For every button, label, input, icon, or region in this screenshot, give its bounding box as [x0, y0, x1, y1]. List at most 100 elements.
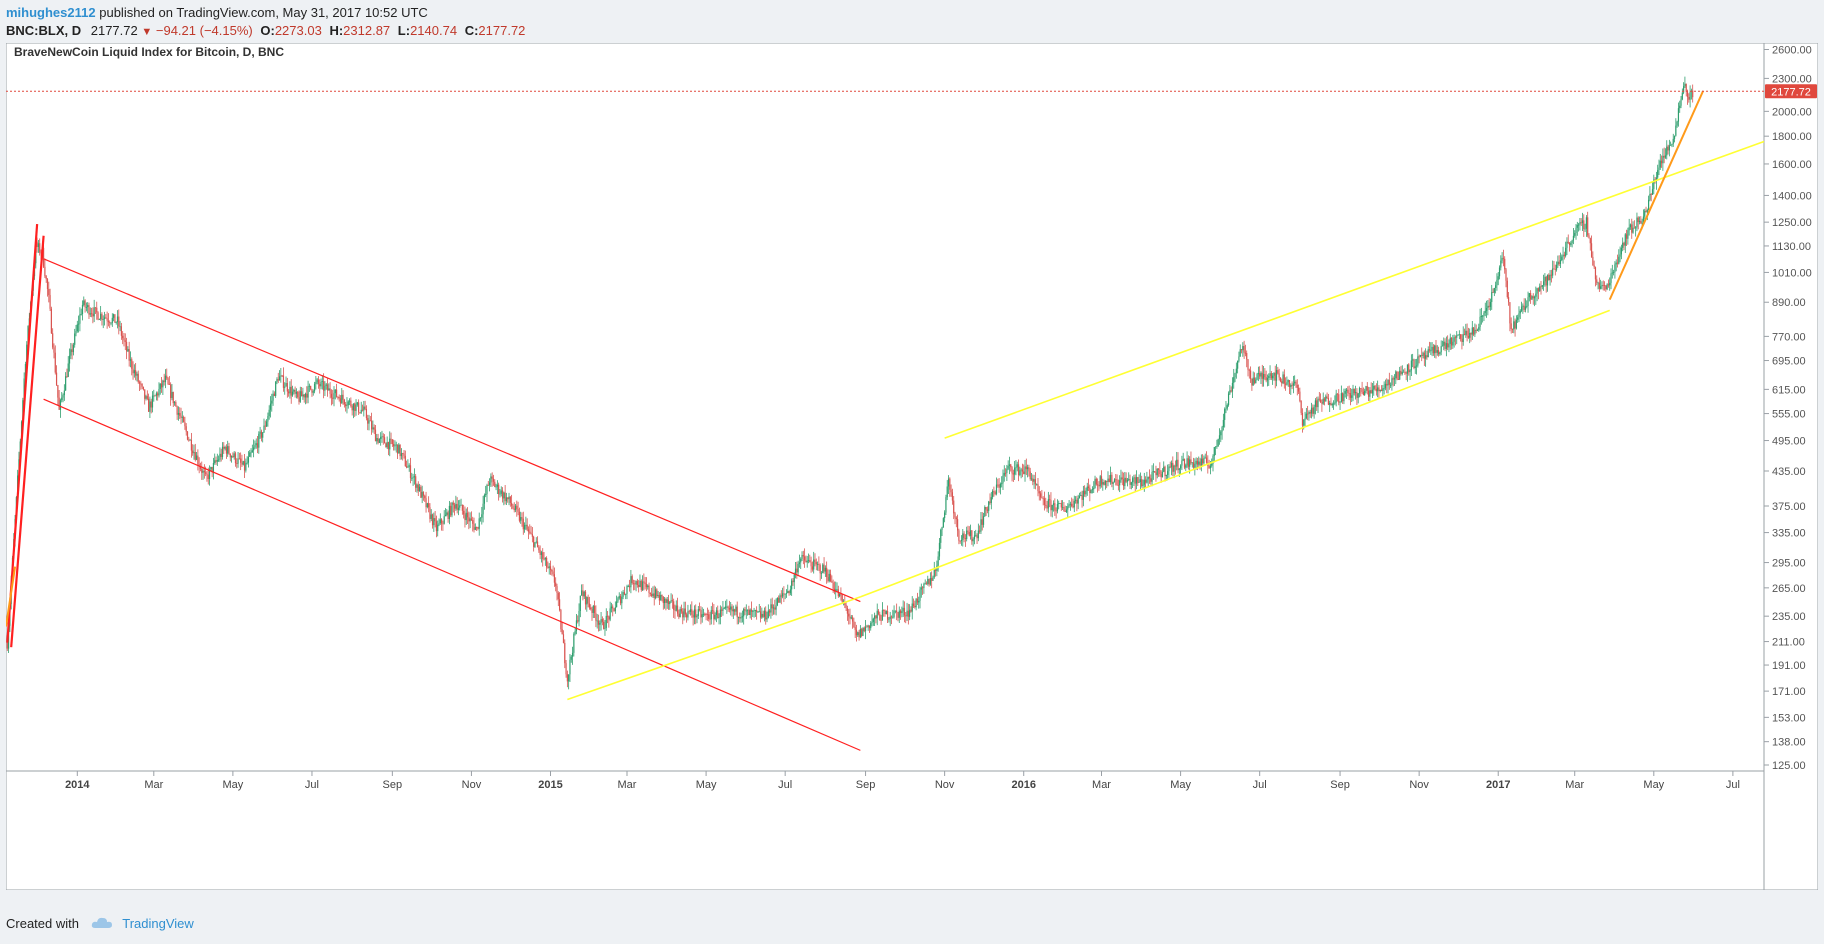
- candle-up: [1575, 227, 1577, 234]
- y-tick-label: 125.00: [1772, 760, 1806, 772]
- candle-up: [881, 610, 884, 621]
- candle-up: [1659, 160, 1661, 168]
- tradingview-link[interactable]: TradingView: [122, 916, 194, 931]
- candle-down: [323, 381, 325, 391]
- candle-down: [150, 401, 152, 408]
- candle-down: [211, 467, 213, 473]
- candle-down: [1202, 458, 1204, 464]
- candle-up: [1139, 479, 1142, 482]
- candle-up: [202, 470, 204, 473]
- candle-down: [472, 520, 474, 524]
- candle-up: [269, 403, 272, 410]
- candle-down: [517, 509, 519, 512]
- candle-down: [691, 609, 693, 615]
- candle-up: [1620, 247, 1622, 255]
- candle-up: [1014, 467, 1016, 475]
- price-chart[interactable]: 125.00 138.00 153.00 171.00 191.00 211.00 235.…: [5, 42, 1819, 891]
- candle-up: [1151, 471, 1153, 482]
- candle-up: [789, 589, 791, 594]
- candle-down: [731, 606, 733, 612]
- candle-down: [1400, 370, 1402, 374]
- candle-down: [476, 527, 478, 528]
- candle-down: [330, 393, 333, 398]
- candle-up: [1143, 479, 1145, 485]
- publication-line: mihughes2112 published on TradingView.co…: [6, 5, 428, 20]
- candle-down: [565, 663, 567, 675]
- candle-down: [1645, 210, 1647, 213]
- candle-up: [592, 605, 594, 613]
- candle-down: [124, 340, 126, 342]
- x-tick-label: May: [222, 779, 243, 791]
- candle-down: [53, 347, 55, 353]
- y-tick-label: 138.00: [1772, 737, 1806, 749]
- candle-up: [325, 384, 327, 386]
- y-tick-label: 1400.00: [1772, 190, 1812, 202]
- candle-up: [1384, 383, 1387, 389]
- candle-down: [692, 614, 694, 618]
- candle-down: [1378, 387, 1380, 392]
- candle-down: [648, 585, 650, 593]
- candle-down: [877, 610, 880, 615]
- candle-down: [552, 571, 554, 575]
- candle-down: [1596, 279, 1598, 283]
- candle-down: [958, 530, 960, 541]
- candle-down: [470, 518, 473, 521]
- candle-up: [1522, 305, 1524, 307]
- candle-down: [695, 609, 697, 618]
- candle-down: [849, 616, 851, 619]
- candle-up: [1489, 301, 1492, 307]
- y-tick-label: 2000.00: [1772, 106, 1812, 118]
- candle-down: [1115, 479, 1117, 481]
- candle-up: [1613, 272, 1615, 274]
- candle-down: [6, 642, 8, 649]
- author-link[interactable]: mihughes2112: [6, 5, 96, 20]
- candle-up: [635, 581, 637, 585]
- candle-up: [1584, 228, 1586, 230]
- candle-up: [1052, 503, 1055, 505]
- open-value: 2273.03: [274, 23, 322, 38]
- candle-up: [448, 505, 450, 520]
- candle-down: [1301, 412, 1304, 426]
- candle-up: [1252, 377, 1254, 386]
- candle-up: [320, 381, 322, 387]
- candle-down: [998, 484, 1000, 488]
- candle-up: [214, 460, 216, 464]
- candle-up: [116, 316, 119, 323]
- candle-down: [584, 591, 587, 605]
- candle-down: [1428, 349, 1431, 351]
- chart-area[interactable]: 125.00 138.00 153.00 171.00 191.00 211.00 235.…: [5, 42, 1819, 891]
- candle-down: [1510, 323, 1512, 330]
- candle-down: [671, 600, 673, 602]
- candle-down: [1432, 346, 1435, 354]
- candle-down: [406, 466, 408, 468]
- candle-up: [1675, 125, 1677, 136]
- candle-up: [324, 385, 326, 391]
- candle-up: [630, 576, 632, 588]
- candle-up: [250, 452, 252, 454]
- candle-up: [1453, 337, 1455, 342]
- candle-down: [1330, 402, 1332, 406]
- candle-down: [1230, 390, 1232, 392]
- candle-up: [1535, 293, 1537, 297]
- candle-down: [1338, 394, 1340, 403]
- candle-up: [1680, 99, 1682, 106]
- candle-down: [1686, 91, 1689, 97]
- candle-up: [430, 514, 432, 519]
- candle-up: [816, 563, 819, 565]
- candle-up: [1352, 388, 1354, 396]
- candle-down: [1413, 359, 1415, 368]
- price-axis[interactable]: [1763, 42, 1819, 891]
- candle-down: [203, 470, 205, 473]
- candle-up: [874, 615, 876, 619]
- candle-up: [1146, 479, 1148, 483]
- candle-up: [1572, 235, 1575, 241]
- candle-down: [1244, 352, 1247, 354]
- candle-down: [868, 625, 871, 629]
- candle-down: [220, 453, 222, 457]
- candle-up: [1391, 378, 1393, 385]
- candle-up: [221, 446, 224, 457]
- candle-down: [415, 476, 417, 488]
- candle-up: [945, 497, 947, 513]
- candle-down: [916, 598, 919, 603]
- candle-up: [488, 482, 491, 486]
